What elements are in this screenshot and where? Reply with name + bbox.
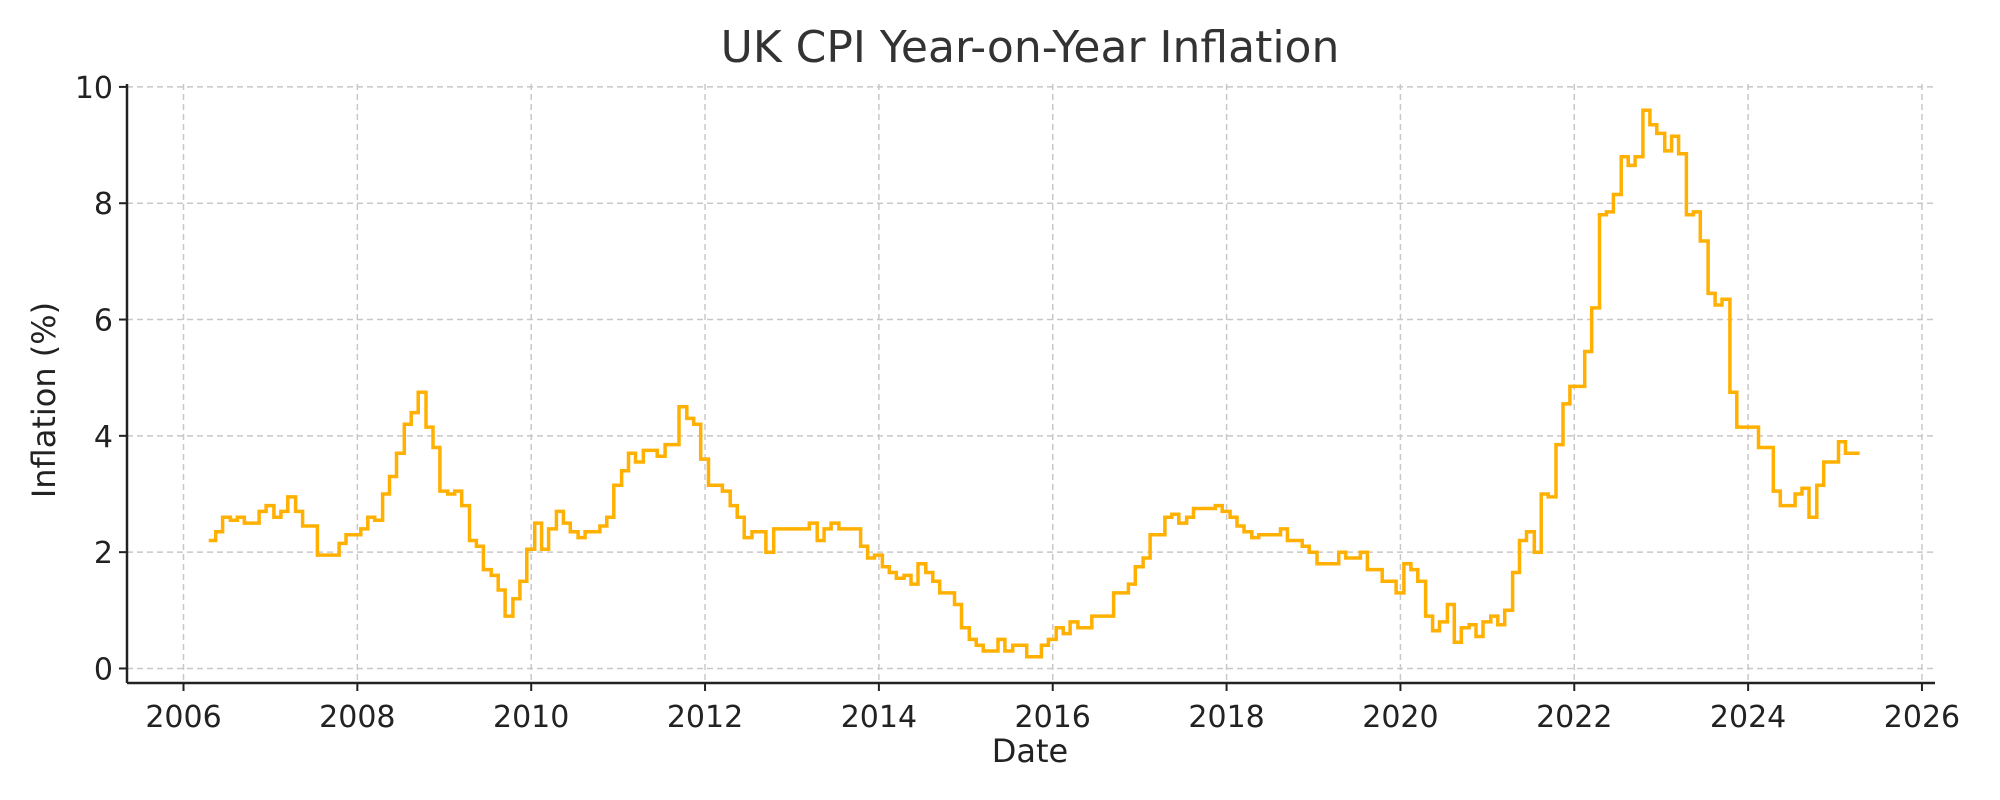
y-axis-label: Inflation (%)	[25, 302, 63, 498]
x-tick-label: 2018	[1188, 700, 1264, 735]
x-tick-label: 2008	[319, 700, 395, 735]
y-tick-label: 4	[94, 420, 113, 455]
x-tick-label: 2024	[1710, 700, 1786, 735]
y-tick-label: 8	[94, 187, 113, 222]
y-tick-label: 10	[75, 71, 113, 106]
x-tick-label: 2016	[1015, 700, 1091, 735]
x-tick-label: 2014	[841, 700, 917, 735]
x-tick-label: 2010	[493, 700, 569, 735]
y-tick-label: 2	[94, 536, 113, 571]
series-line	[208, 108, 1860, 659]
series-layer	[208, 108, 1860, 659]
x-tick-label: 2022	[1536, 700, 1612, 735]
y-tick-label: 0	[94, 652, 113, 687]
chart-title: UK CPI Year-on-Year Inflation	[721, 22, 1340, 73]
x-tick-label: 2006	[145, 700, 221, 735]
x-tick-label: 2020	[1362, 700, 1438, 735]
x-tick-label: 2012	[667, 700, 743, 735]
x-axis-label: Date	[992, 732, 1068, 770]
y-tick-label: 6	[94, 304, 113, 339]
axes: 2006 2008 2010 2012 2014 2016 2018 2020 2022 2024…	[75, 71, 1960, 735]
grid	[127, 84, 1935, 683]
x-tick-label: 2026	[1884, 700, 1960, 735]
